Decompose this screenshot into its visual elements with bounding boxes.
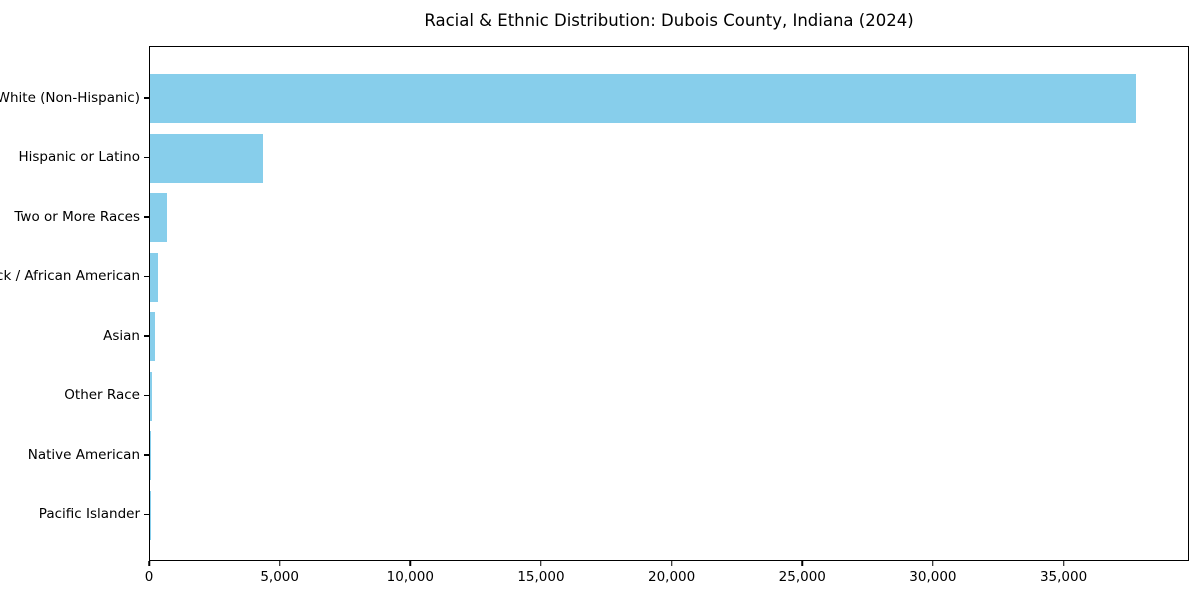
y-axis-labels: White (Non-Hispanic) Hispanic or Latino Tw… [0,46,149,583]
bar-white-non-hispanic [150,74,1136,124]
bar-black-african-american [150,252,159,302]
y-label-row-native-american: Native American [0,425,149,485]
x-tick-mark [278,561,281,566]
bar-hispanic-or-latino [150,133,264,183]
bar-other-race [150,371,152,421]
x-tick-label-5000: 5,000 [260,569,299,585]
bar-row-native-american [150,426,1188,486]
x-tick-label-20000: 20,000 [647,569,696,585]
x-tick-mark [932,561,934,566]
bar-row-other-race [150,367,1188,427]
y-tick-mark [144,335,149,337]
y-tick-mark [144,275,149,277]
x-tick-label-0: 0 [144,569,154,585]
y-label-row-black-african-american: Black / African American [0,247,149,307]
y-label-row-other-race: Other Race [0,366,149,426]
y-tick-mark [144,513,149,515]
y-label-white-non-hispanic: White (Non-Hispanic) [0,89,140,106]
y-label-hispanic-or-latino: Hispanic or Latino [18,149,140,166]
x-tick-label-10000: 10,000 [386,569,434,585]
bar-row-black-african-american [150,248,1188,308]
y-label-black-african-american: Black / African American [0,268,140,285]
chart-title: Racial & Ethnic Distribution: Dubois Cou… [424,11,914,30]
x-tick-label-30000: 30,000 [909,569,957,585]
y-label-asian: Asian [103,327,140,344]
x-axis: 0 5,000 10,000 15,000 20,000 25,000 30,000 35,0… [145,561,1189,593]
y-tick-mark [144,156,149,158]
x-tick-mark [670,561,673,566]
y-tick-mark [144,216,149,218]
y-label-row-asian: Asian [0,306,149,366]
y-label-row-white-non-hispanic: White (Non-Hispanic) [0,68,149,128]
y-tick-mark [144,394,149,396]
y-label-row-two-or-more-races: Two or More Races [0,187,149,247]
x-tick-label-15000: 15,000 [517,569,565,585]
x-tick-mark [409,561,412,566]
bar-row-two-or-more-races [150,188,1188,248]
bar-two-or-more-races [150,193,167,243]
bar-row-white-non-hispanic [150,69,1188,129]
x-tick-label-25000: 25,000 [778,569,826,585]
bar-row-pacific-islander [150,486,1188,546]
y-label-row-hispanic-or-latino: Hispanic or Latino [0,128,149,188]
y-tick-mark [144,97,149,99]
y-label-row-pacific-islander: Pacific Islander [0,485,149,545]
y-label-two-or-more-races: Two or More Races [14,208,140,225]
x-tick-mark [1062,561,1065,566]
bar-row-hispanic-or-latino [150,129,1188,189]
x-tick-label-35000: 35,000 [1039,569,1088,585]
y-label-native-american: Native American [27,446,140,463]
x-tick-mark [801,561,804,566]
plot-area [149,46,1189,561]
x-tick-mark [540,561,542,566]
bar-asian [150,312,156,362]
bar-native-american [150,431,151,481]
x-tick-mark [148,561,150,566]
y-label-pacific-islander: Pacific Islander [38,506,140,523]
y-tick-mark [144,454,149,456]
bar-row-asian [150,307,1188,367]
y-label-other-race: Other Race [64,387,140,404]
